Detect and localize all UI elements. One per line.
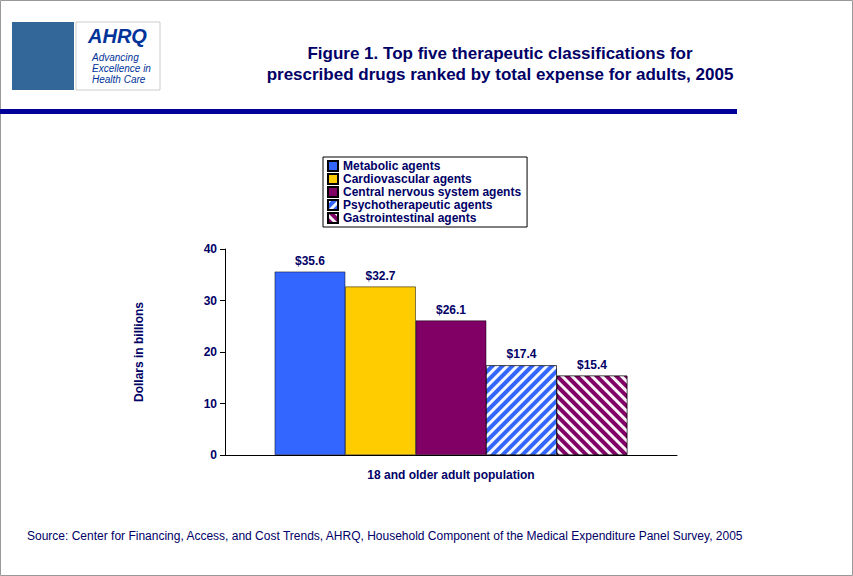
- svg-text:Metabolic agents: Metabolic agents: [343, 159, 441, 173]
- svg-text:40: 40: [204, 242, 218, 256]
- svg-text:prescribed drugs ranked by tot: prescribed drugs ranked by total expense…: [267, 65, 734, 84]
- svg-text:Gastrointestinal agents: Gastrointestinal agents: [343, 211, 477, 225]
- svg-text:Source: Center for Financing,: Source: Center for Financing, Access, an…: [27, 529, 743, 543]
- svg-text:$15.4: $15.4: [577, 358, 607, 372]
- svg-text:Dollars in billions: Dollars in billions: [132, 302, 146, 402]
- svg-text:$35.6: $35.6: [295, 254, 325, 268]
- svg-text:Psychotherapeutic agents: Psychotherapeutic agents: [343, 198, 493, 212]
- svg-text:Figure 1. Top five therapeutic: Figure 1. Top five therapeutic classific…: [307, 44, 692, 63]
- svg-text:20: 20: [204, 345, 218, 359]
- svg-text:10: 10: [204, 397, 218, 411]
- svg-text:18 and older adult population: 18 and older adult population: [367, 468, 534, 482]
- svg-text:$32.7: $32.7: [365, 269, 395, 283]
- svg-text:0: 0: [210, 448, 217, 462]
- svg-text:Cardiovascular agents: Cardiovascular agents: [343, 172, 472, 186]
- svg-text:Health Care: Health Care: [92, 74, 146, 85]
- svg-text:Excellence in: Excellence in: [92, 63, 151, 74]
- svg-text:Central nervous system agents: Central nervous system agents: [343, 185, 521, 199]
- svg-text:$17.4: $17.4: [506, 347, 536, 361]
- svg-text:AHRQ: AHRQ: [87, 25, 147, 47]
- svg-text:Advancing: Advancing: [91, 52, 139, 63]
- svg-text:$26.1: $26.1: [436, 303, 466, 317]
- svg-text:30: 30: [204, 294, 218, 308]
